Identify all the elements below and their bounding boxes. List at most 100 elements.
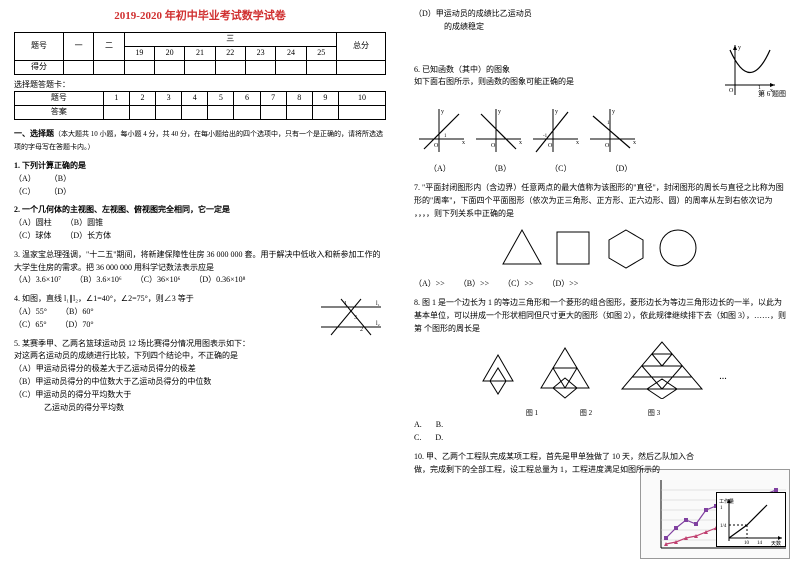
q6-ref-figure: Ox y1 — [720, 40, 780, 100]
q6-opt-a: （A） — [429, 163, 451, 176]
cell: 题号 — [15, 32, 64, 60]
q5-opt-c2: 乙运动员的得分平均数 — [14, 402, 386, 415]
q8-cap2: 图 2 — [580, 408, 592, 419]
q4-opt-d: （D）70° — [61, 319, 94, 332]
svg-text:x: x — [519, 140, 522, 146]
cell: 25 — [306, 46, 336, 60]
question-8: 8. 图 1 是一个边长为 1 的等边三角形和一个菱形的组合图形，菱形边长为等边… — [414, 297, 786, 445]
q3-opt-a: （A）3.6×10⁷ — [14, 274, 61, 287]
cell: 二 — [94, 32, 124, 60]
svg-text:1: 1 — [758, 85, 761, 91]
section-1-heading: 一、选择题（本大题共 10 小题，每小题 4 分，共 40 分，在每小题给出的四… — [14, 128, 386, 154]
q3-opt-c: （C）36×10⁶ — [136, 274, 181, 287]
circle-icon — [653, 224, 703, 269]
svg-text:x: x — [770, 88, 773, 94]
cell: 20 — [154, 46, 184, 60]
svg-text:x: x — [576, 140, 579, 146]
svg-text:O: O — [605, 143, 610, 149]
q1-opt-a: （A） — [14, 173, 36, 186]
cell: 题号 — [15, 92, 104, 106]
q6-options-figures: Oxy1 Oxy Oxy-1 Oxy1 — [414, 104, 786, 159]
question-4: 4. 如图，直线 l₁∥l₂，∠1=40°，∠2=75°，则∠3 等于 （A）5… — [14, 293, 386, 331]
q8-fig3 — [607, 339, 717, 399]
q3-stem: 3. 温家宝总理强调，"十二五"期间，将新建保障性住房 36 000 000 套… — [14, 249, 386, 275]
q4-figure: l₁ l₂ 1 3 2 — [316, 297, 386, 337]
q5-line2: 对这两名运动员的成绩进行比较，下列四个结论中，不正确的是 — [14, 350, 386, 363]
svg-text:2: 2 — [360, 327, 363, 333]
q8-opt-b: B. — [436, 419, 443, 432]
cell: 4 — [182, 92, 208, 106]
mc-header: 选择题答题卡： — [14, 79, 386, 92]
svg-text:O: O — [434, 143, 439, 149]
q6-opt-b: （B） — [490, 163, 511, 176]
cell: 7 — [260, 92, 286, 106]
exam-title: 2019-2020 年初中毕业考试数学试卷 — [14, 8, 386, 26]
q2-opt-a: （A）圆柱 — [14, 217, 52, 230]
q8-opt-a: A. — [414, 419, 422, 432]
cell: 6 — [234, 92, 260, 106]
mc-table: 题号 1 2 3 4 5 6 7 8 9 10 答案 — [14, 91, 386, 120]
q1-opt-c: （C） — [14, 186, 35, 199]
q8-opt-d: D. — [435, 432, 443, 445]
q2-opt-c: （C）球体 — [14, 230, 51, 243]
svg-text:y: y — [555, 109, 558, 115]
q6-fig-b: Oxy — [471, 104, 526, 154]
question-1: 1. 下列计算正确的是 （A） （B） （C） （D） — [14, 160, 386, 198]
q10-stem: 10. 甲、乙两个工程队完成某项工程，首先是甲单独做了 10 天，然后乙队加入合… — [414, 451, 694, 477]
q8-cap3: 图 3 — [648, 408, 660, 419]
cell: 得分 — [15, 60, 64, 74]
q5-opt-a: （A）甲运动员得分的极差大于乙运动员得分的极差 — [14, 363, 386, 376]
svg-text:O: O — [548, 143, 553, 149]
q4-opt-c: （C）65° — [14, 319, 47, 332]
q3-opt-b: （B）3.6×10⁶ — [75, 274, 122, 287]
q5-stem: 5. 某赛季甲、乙两名篮球运动员 12 场比赛得分情况用图表示如下： — [14, 338, 386, 351]
q7-opt-b: （B）>> — [459, 278, 489, 291]
cell: 2 — [129, 92, 155, 106]
q10-xlabel: 天数 — [771, 540, 781, 547]
svg-text:x: x — [633, 140, 636, 146]
q7-opt-d: （D）>> — [548, 278, 579, 291]
q7-opt-c: （C）>> — [503, 278, 533, 291]
question-3: 3. 温家宝总理强调，"十二五"期间，将新建保障性住房 36 000 000 套… — [14, 249, 386, 287]
square-icon — [549, 224, 599, 269]
q5-opt-c: （C）甲运动员的得分平均数大于 — [14, 389, 386, 402]
svg-text:1: 1 — [444, 134, 447, 139]
q5-opt-d2: 的成绩稳定 — [414, 21, 786, 34]
q2-opt-b: （B）圆锥 — [66, 217, 103, 230]
cell: 5 — [208, 92, 234, 106]
q8-opt-c: C. — [414, 432, 421, 445]
svg-text:l₁: l₁ — [376, 301, 380, 307]
cell: 3 — [156, 92, 182, 106]
triangle-icon — [497, 224, 547, 269]
q8-cap1: 图 1 — [526, 408, 538, 419]
q8-fig2 — [525, 344, 605, 399]
cell: 总分 — [336, 32, 385, 60]
q5-opt-b: （B）甲运动员得分的中位数大于乙运动员得分的中位数 — [14, 376, 386, 389]
hexagon-icon — [601, 224, 651, 269]
right-column: （D）甲运动员的成绩比乙运动员 的成绩稳定 Ox y1 6. 已知函数（其中）的… — [400, 0, 800, 565]
svg-text:y: y — [441, 109, 444, 115]
cell: 三 — [124, 32, 336, 46]
q7-stem: 7. "平面封闭图形内（含边界）任意两点的最大值称为该图形的"直径"，封闭图形的… — [414, 182, 786, 220]
svg-text:O: O — [491, 143, 496, 149]
section-1-desc: （本大题共 10 小题，每小题 4 分，共 40 分，在每小题给出的四个选项中，… — [14, 130, 383, 151]
q3-opt-d: （D）0.36×10⁸ — [194, 274, 245, 287]
svg-text:y: y — [612, 109, 615, 115]
q4-opt-a: （A）55° — [14, 306, 47, 319]
q6-fig-c: Oxy-1 — [528, 104, 583, 154]
q8-stem: 8. 图 1 是一个边长为 1 的等边三角形和一个菱形的组合图形，菱形边长为等边… — [414, 297, 786, 335]
cell: 22 — [215, 46, 245, 60]
cell: 21 — [185, 46, 215, 60]
q8-fig1 — [473, 349, 523, 399]
svg-text:1: 1 — [344, 301, 347, 307]
q7-opt-a: （A）>> — [414, 278, 445, 291]
q2-opt-d: （D）长方体 — [65, 230, 111, 243]
q10-chart: 工作量 天数 1/4 1 10 14 — [716, 492, 786, 547]
cell: 1 — [103, 92, 129, 106]
q10-ylabel: 工作量 — [719, 498, 734, 505]
question-2: 2. 一个几何体的主视图、左视图、俯视图完全相同，它一定是 （A）圆柱 （B）圆… — [14, 204, 386, 242]
cell: 24 — [276, 46, 306, 60]
question-5: 5. 某赛季甲、乙两名篮球运动员 12 场比赛得分情况用图表示如下： 对这两名运… — [14, 338, 386, 415]
score-table: 题号 一 二 三 总分 19 20 21 22 23 24 25 得分 — [14, 32, 386, 75]
q6-fig-d: Oxy1 — [585, 104, 640, 154]
